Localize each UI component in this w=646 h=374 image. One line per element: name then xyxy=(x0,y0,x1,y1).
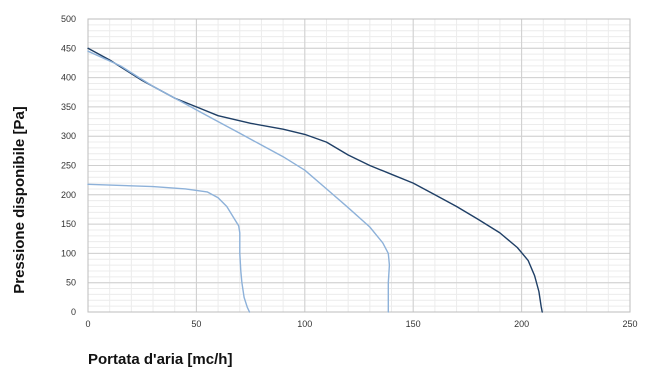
x-tick-label: 250 xyxy=(622,319,637,329)
series-line-2 xyxy=(87,50,391,313)
y-tick-label: 0 xyxy=(71,307,76,317)
y-tick-label: 150 xyxy=(61,219,76,229)
plot-border xyxy=(87,18,631,313)
series-line-1 xyxy=(87,47,543,313)
y-tick-label: 300 xyxy=(61,131,76,141)
y-tick-label: 350 xyxy=(61,102,76,112)
x-tick-label: 0 xyxy=(85,319,90,329)
x-tick-label: 100 xyxy=(297,319,312,329)
x-tick-label: 50 xyxy=(191,319,201,329)
x-tick-label: 200 xyxy=(514,319,529,329)
y-tick-label: 250 xyxy=(61,161,76,171)
y-tick-label: 450 xyxy=(61,43,76,53)
x-axis-ticks: 0 50 100 150 200 250 xyxy=(85,319,637,329)
y-tick-label: 100 xyxy=(61,248,76,258)
y-tick-label: 50 xyxy=(66,278,76,288)
grid xyxy=(87,18,631,313)
y-tick-label: 200 xyxy=(61,190,76,200)
y-tick-label: 400 xyxy=(61,73,76,83)
y-axis-ticks: 0 50 100 150 200 250 300 350 400 450 500 xyxy=(61,14,76,317)
x-axis-title: Portata d'aria [mc/h] xyxy=(88,351,232,368)
series-line-3 xyxy=(87,183,251,313)
y-axis-title: Pressione disponibile [Pa] xyxy=(11,106,28,294)
y-tick-label: 500 xyxy=(61,14,76,24)
series-layer xyxy=(87,47,543,313)
x-tick-label: 150 xyxy=(406,319,421,329)
